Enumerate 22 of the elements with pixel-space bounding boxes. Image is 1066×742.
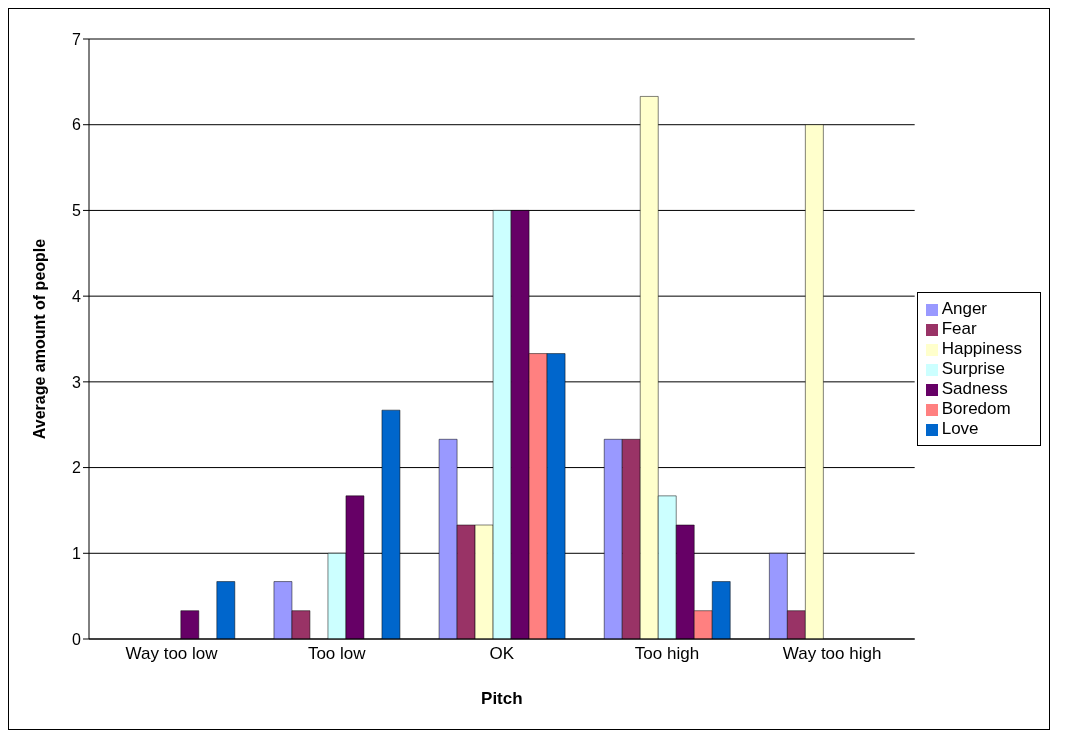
y-tick-label: 0 xyxy=(72,630,82,648)
x-tick-label: Way too low xyxy=(125,644,219,664)
legend-label: Boredom xyxy=(941,399,1011,418)
legend-label: Love xyxy=(941,419,979,438)
x-tick-label: Too high xyxy=(634,644,700,664)
y-tick-label: 6 xyxy=(72,116,82,134)
y-tick-label: 1 xyxy=(72,544,82,562)
y-tick-label: 7 xyxy=(72,30,82,48)
legend-label: Anger xyxy=(941,299,988,318)
y-axis-title: Average amount of people xyxy=(30,238,48,440)
legend-label: Happiness xyxy=(941,339,1022,358)
legend-label: Fear xyxy=(941,319,977,338)
legend-label: Sadness xyxy=(941,379,1008,398)
legend-label: Surprise xyxy=(941,359,1005,378)
y-tick-label: 3 xyxy=(72,373,82,391)
x-tick-label: Too low xyxy=(307,644,367,664)
x-axis-title: Pitch xyxy=(481,689,523,708)
y-tick-label: 4 xyxy=(72,287,82,305)
x-tick-label: OK xyxy=(489,644,515,664)
y-tick-label: 2 xyxy=(72,459,82,477)
x-tick-label: Way too high xyxy=(782,644,882,664)
y-tick-label: 5 xyxy=(72,202,82,220)
